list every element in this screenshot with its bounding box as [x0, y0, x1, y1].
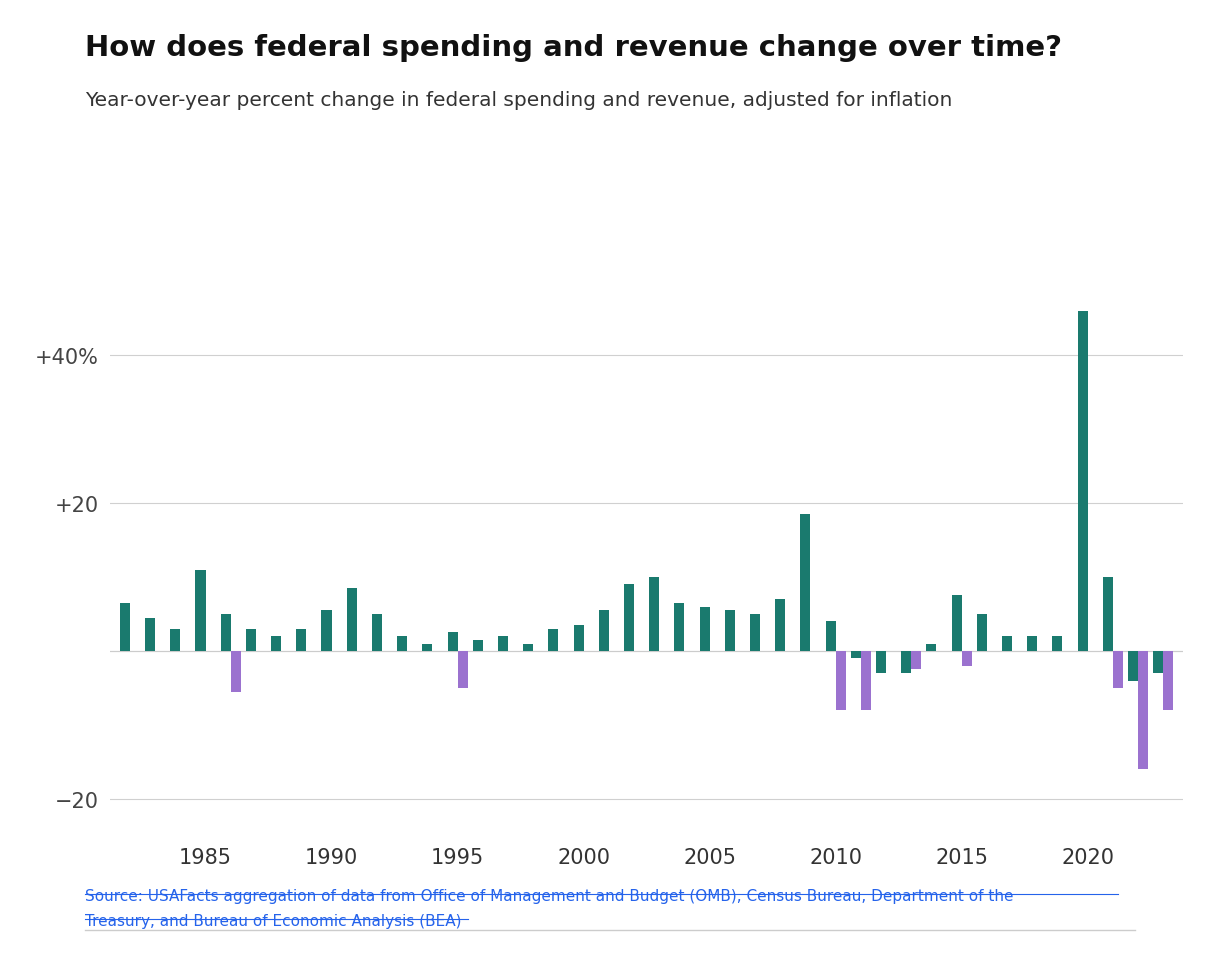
- Bar: [861, 652, 871, 710]
- Bar: [675, 604, 684, 652]
- Bar: [171, 629, 181, 652]
- Bar: [649, 578, 659, 652]
- Bar: [195, 570, 205, 652]
- Bar: [926, 644, 937, 652]
- Text: Year-over-year percent change in federal spending and revenue, adjusted for infl: Year-over-year percent change in federal…: [85, 91, 953, 111]
- Bar: [1128, 652, 1138, 680]
- Bar: [498, 636, 508, 652]
- Bar: [1153, 652, 1163, 674]
- Bar: [1138, 652, 1148, 770]
- Bar: [1027, 636, 1037, 652]
- Bar: [1077, 311, 1088, 652]
- Bar: [145, 618, 155, 652]
- Bar: [372, 614, 382, 652]
- Bar: [977, 614, 987, 652]
- Bar: [346, 588, 356, 652]
- Bar: [911, 652, 921, 670]
- Bar: [548, 629, 559, 652]
- Bar: [902, 652, 911, 674]
- Bar: [573, 626, 583, 652]
- Bar: [1053, 636, 1063, 652]
- Bar: [271, 636, 281, 652]
- Text: How does federal spending and revenue change over time?: How does federal spending and revenue ch…: [85, 34, 1063, 62]
- Bar: [396, 636, 407, 652]
- Bar: [422, 644, 432, 652]
- Bar: [1002, 636, 1013, 652]
- Bar: [296, 629, 306, 652]
- Bar: [876, 652, 886, 674]
- Bar: [472, 640, 483, 652]
- Bar: [800, 514, 810, 652]
- Bar: [1103, 578, 1113, 652]
- Bar: [246, 629, 256, 652]
- Text: Treasury, and Bureau of Economic Analysis (BEA): Treasury, and Bureau of Economic Analysi…: [85, 913, 462, 928]
- Bar: [231, 652, 240, 692]
- Bar: [623, 584, 634, 652]
- Bar: [725, 610, 734, 652]
- Bar: [699, 607, 710, 652]
- Bar: [826, 622, 836, 652]
- Bar: [523, 644, 533, 652]
- Bar: [599, 610, 609, 652]
- Bar: [120, 604, 131, 652]
- Bar: [775, 600, 786, 652]
- Bar: [836, 652, 845, 710]
- Bar: [322, 610, 332, 652]
- Bar: [1163, 652, 1174, 710]
- Bar: [850, 652, 861, 658]
- Bar: [221, 614, 231, 652]
- Bar: [952, 596, 961, 652]
- Text: Source: USAFacts aggregation of data from Office of Management and Budget (OMB),: Source: USAFacts aggregation of data fro…: [85, 888, 1014, 903]
- Bar: [448, 632, 458, 652]
- Bar: [458, 652, 467, 688]
- Bar: [961, 652, 971, 666]
- Bar: [750, 614, 760, 652]
- Bar: [1113, 652, 1122, 688]
